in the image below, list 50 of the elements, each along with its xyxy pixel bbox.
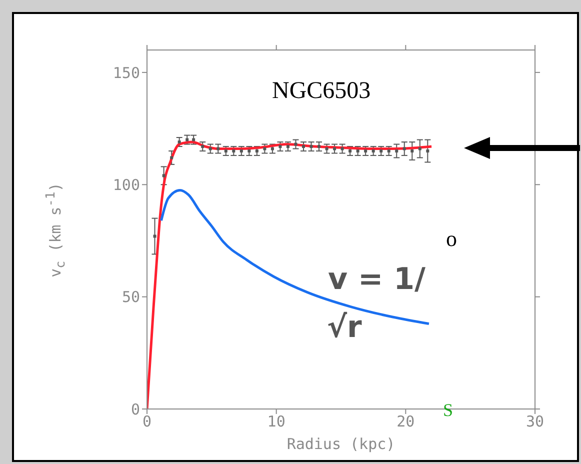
point [348, 149, 352, 152]
point [387, 149, 390, 152]
y-tick-label: 50 [122, 288, 140, 306]
point [255, 149, 258, 152]
point [410, 149, 414, 152]
point [263, 147, 266, 150]
point [201, 144, 204, 148]
annotation: √r [327, 310, 362, 345]
point [364, 149, 368, 152]
y-tick-label: 150 [112, 64, 140, 82]
point [402, 147, 406, 150]
annotation: o [446, 226, 457, 252]
x-tick-label: 10 [267, 412, 286, 431]
annotation: NGC6503 [272, 78, 371, 105]
point [170, 156, 174, 160]
point [310, 144, 313, 148]
point [192, 138, 196, 142]
y-tick-label: 100 [112, 176, 140, 194]
point [380, 149, 383, 152]
point [418, 147, 422, 150]
point [270, 147, 274, 150]
annotation: v = 1/ [328, 262, 426, 297]
point [153, 234, 156, 238]
point [294, 142, 298, 146]
point [248, 149, 251, 152]
point [278, 144, 282, 148]
x-axis-title: Radius (kpc) [286, 435, 396, 453]
point [325, 147, 328, 150]
point [216, 147, 220, 150]
point [208, 147, 212, 150]
point [232, 149, 236, 152]
point [318, 144, 321, 148]
x-tick-label: 20 [396, 412, 415, 431]
x-tick-label: 30 [526, 412, 544, 431]
point [372, 149, 375, 152]
point [356, 149, 360, 152]
point [162, 174, 166, 178]
x-tick-label: 0 [142, 412, 152, 431]
point [224, 149, 228, 152]
point [340, 147, 344, 150]
point [178, 140, 181, 144]
point [395, 149, 398, 152]
point [333, 147, 336, 150]
point [240, 149, 243, 152]
point [426, 149, 430, 152]
point [186, 138, 189, 142]
point [286, 144, 290, 148]
annotation: S [443, 400, 454, 421]
point [302, 144, 305, 148]
y-tick-label: 0 [130, 400, 140, 418]
